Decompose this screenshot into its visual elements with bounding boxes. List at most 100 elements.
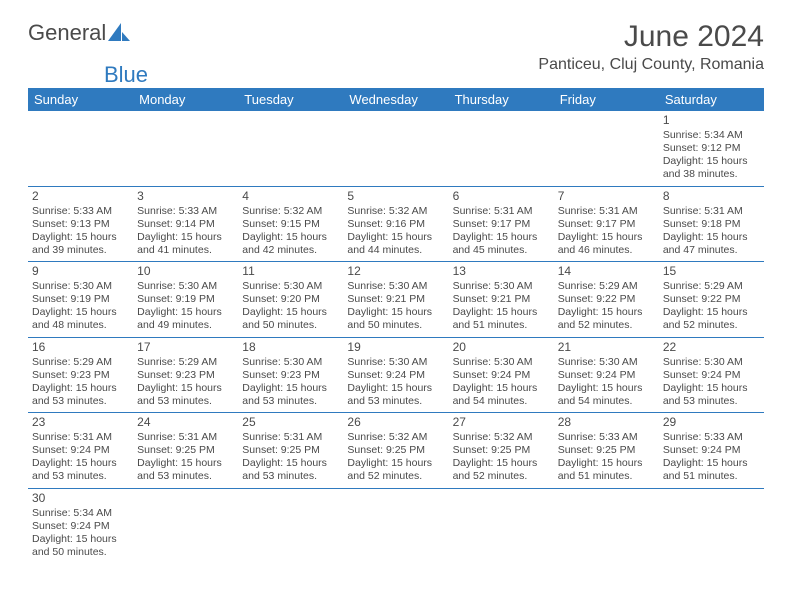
calendar-cell: 22Sunrise: 5:30 AMSunset: 9:24 PMDayligh… — [659, 337, 764, 413]
day-number: 9 — [32, 264, 129, 279]
logo-sail-icon — [108, 23, 130, 43]
calendar-cell: 30Sunrise: 5:34 AMSunset: 9:24 PMDayligh… — [28, 488, 133, 563]
day-header: Thursday — [449, 88, 554, 111]
day-number: 11 — [242, 264, 339, 279]
calendar-cell: 14Sunrise: 5:29 AMSunset: 9:22 PMDayligh… — [554, 262, 659, 338]
logo-text-blue: Blue — [104, 62, 792, 88]
sunset-text: Sunset: 9:25 PM — [137, 444, 234, 457]
calendar-cell: 10Sunrise: 5:30 AMSunset: 9:19 PMDayligh… — [133, 262, 238, 338]
calendar-cell: 29Sunrise: 5:33 AMSunset: 9:24 PMDayligh… — [659, 413, 764, 489]
calendar-row: 16Sunrise: 5:29 AMSunset: 9:23 PMDayligh… — [28, 337, 764, 413]
sunset-text: Sunset: 9:24 PM — [32, 444, 129, 457]
calendar-row: 1Sunrise: 5:34 AMSunset: 9:12 PMDaylight… — [28, 111, 764, 186]
sunrise-text: Sunrise: 5:30 AM — [347, 280, 444, 293]
calendar-cell: 28Sunrise: 5:33 AMSunset: 9:25 PMDayligh… — [554, 413, 659, 489]
daylight-text: Daylight: 15 hours and 53 minutes. — [242, 457, 339, 483]
calendar-cell: 16Sunrise: 5:29 AMSunset: 9:23 PMDayligh… — [28, 337, 133, 413]
calendar-cell: 24Sunrise: 5:31 AMSunset: 9:25 PMDayligh… — [133, 413, 238, 489]
sunset-text: Sunset: 9:19 PM — [137, 293, 234, 306]
sunrise-text: Sunrise: 5:31 AM — [663, 205, 760, 218]
sunrise-text: Sunrise: 5:34 AM — [663, 129, 760, 142]
calendar-cell-empty — [659, 488, 764, 563]
sunrise-text: Sunrise: 5:30 AM — [453, 356, 550, 369]
sunset-text: Sunset: 9:20 PM — [242, 293, 339, 306]
day-number: 25 — [242, 415, 339, 430]
calendar-cell: 2Sunrise: 5:33 AMSunset: 9:13 PMDaylight… — [28, 186, 133, 262]
daylight-text: Daylight: 15 hours and 53 minutes. — [32, 457, 129, 483]
sunset-text: Sunset: 9:22 PM — [663, 293, 760, 306]
calendar-cell-empty — [554, 488, 659, 563]
sunrise-text: Sunrise: 5:31 AM — [242, 431, 339, 444]
sunrise-text: Sunrise: 5:30 AM — [453, 280, 550, 293]
sunset-text: Sunset: 9:17 PM — [558, 218, 655, 231]
sunrise-text: Sunrise: 5:30 AM — [663, 356, 760, 369]
day-number: 28 — [558, 415, 655, 430]
calendar-cell: 27Sunrise: 5:32 AMSunset: 9:25 PMDayligh… — [449, 413, 554, 489]
day-number: 6 — [453, 189, 550, 204]
sunset-text: Sunset: 9:22 PM — [558, 293, 655, 306]
calendar-cell: 11Sunrise: 5:30 AMSunset: 9:20 PMDayligh… — [238, 262, 343, 338]
calendar-cell: 3Sunrise: 5:33 AMSunset: 9:14 PMDaylight… — [133, 186, 238, 262]
calendar-cell: 26Sunrise: 5:32 AMSunset: 9:25 PMDayligh… — [343, 413, 448, 489]
sunset-text: Sunset: 9:25 PM — [347, 444, 444, 457]
sunrise-text: Sunrise: 5:29 AM — [137, 356, 234, 369]
sunrise-text: Sunrise: 5:30 AM — [32, 280, 129, 293]
sunset-text: Sunset: 9:12 PM — [663, 142, 760, 155]
calendar-cell: 8Sunrise: 5:31 AMSunset: 9:18 PMDaylight… — [659, 186, 764, 262]
sunset-text: Sunset: 9:19 PM — [32, 293, 129, 306]
day-number: 10 — [137, 264, 234, 279]
daylight-text: Daylight: 15 hours and 53 minutes. — [137, 382, 234, 408]
sunrise-text: Sunrise: 5:30 AM — [242, 356, 339, 369]
calendar-cell: 7Sunrise: 5:31 AMSunset: 9:17 PMDaylight… — [554, 186, 659, 262]
daylight-text: Daylight: 15 hours and 54 minutes. — [558, 382, 655, 408]
calendar-cell-empty — [133, 111, 238, 186]
sunset-text: Sunset: 9:21 PM — [347, 293, 444, 306]
calendar-cell: 6Sunrise: 5:31 AMSunset: 9:17 PMDaylight… — [449, 186, 554, 262]
sunset-text: Sunset: 9:24 PM — [32, 520, 129, 533]
daylight-text: Daylight: 15 hours and 50 minutes. — [242, 306, 339, 332]
calendar-cell-empty — [28, 111, 133, 186]
sunrise-text: Sunrise: 5:32 AM — [242, 205, 339, 218]
calendar-cell-empty — [238, 111, 343, 186]
day-header: Sunday — [28, 88, 133, 111]
sunset-text: Sunset: 9:23 PM — [137, 369, 234, 382]
sunrise-text: Sunrise: 5:33 AM — [663, 431, 760, 444]
calendar-cell: 15Sunrise: 5:29 AMSunset: 9:22 PMDayligh… — [659, 262, 764, 338]
calendar-cell: 12Sunrise: 5:30 AMSunset: 9:21 PMDayligh… — [343, 262, 448, 338]
sunset-text: Sunset: 9:24 PM — [347, 369, 444, 382]
day-number: 17 — [137, 340, 234, 355]
day-header: Saturday — [659, 88, 764, 111]
day-number: 22 — [663, 340, 760, 355]
day-number: 3 — [137, 189, 234, 204]
calendar-row: 30Sunrise: 5:34 AMSunset: 9:24 PMDayligh… — [28, 488, 764, 563]
sunrise-text: Sunrise: 5:29 AM — [32, 356, 129, 369]
sunset-text: Sunset: 9:24 PM — [663, 369, 760, 382]
daylight-text: Daylight: 15 hours and 47 minutes. — [663, 231, 760, 257]
daylight-text: Daylight: 15 hours and 44 minutes. — [347, 231, 444, 257]
day-number: 30 — [32, 491, 129, 506]
daylight-text: Daylight: 15 hours and 53 minutes. — [242, 382, 339, 408]
day-number: 27 — [453, 415, 550, 430]
calendar-body: 1Sunrise: 5:34 AMSunset: 9:12 PMDaylight… — [28, 111, 764, 563]
month-title: June 2024 — [538, 20, 764, 54]
calendar-cell-empty — [554, 111, 659, 186]
daylight-text: Daylight: 15 hours and 46 minutes. — [558, 231, 655, 257]
day-number: 20 — [453, 340, 550, 355]
sunset-text: Sunset: 9:25 PM — [453, 444, 550, 457]
calendar-row: 9Sunrise: 5:30 AMSunset: 9:19 PMDaylight… — [28, 262, 764, 338]
day-header: Friday — [554, 88, 659, 111]
daylight-text: Daylight: 15 hours and 52 minutes. — [347, 457, 444, 483]
calendar-cell-empty — [238, 488, 343, 563]
daylight-text: Daylight: 15 hours and 52 minutes. — [558, 306, 655, 332]
sunset-text: Sunset: 9:24 PM — [453, 369, 550, 382]
day-number: 16 — [32, 340, 129, 355]
day-number: 12 — [347, 264, 444, 279]
sunrise-text: Sunrise: 5:31 AM — [558, 205, 655, 218]
calendar-cell: 20Sunrise: 5:30 AMSunset: 9:24 PMDayligh… — [449, 337, 554, 413]
day-header: Wednesday — [343, 88, 448, 111]
sunset-text: Sunset: 9:15 PM — [242, 218, 339, 231]
calendar-cell-empty — [133, 488, 238, 563]
sunset-text: Sunset: 9:23 PM — [32, 369, 129, 382]
calendar-cell: 17Sunrise: 5:29 AMSunset: 9:23 PMDayligh… — [133, 337, 238, 413]
daylight-text: Daylight: 15 hours and 53 minutes. — [137, 457, 234, 483]
